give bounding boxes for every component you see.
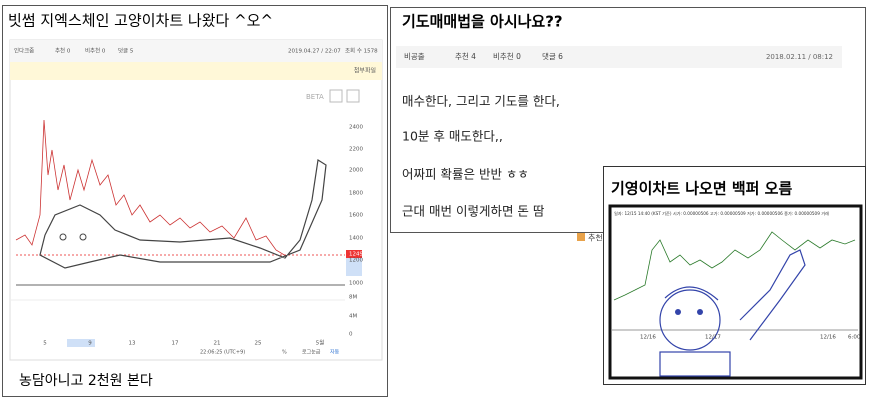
left-title: 빗썸 지엑스체인 고양이차트 나왔다 ^오^	[8, 12, 273, 30]
date-highlight	[67, 339, 95, 347]
price-zone	[346, 258, 362, 276]
kid-eye	[675, 309, 681, 315]
body-line: 10분 후 매도한다,,	[402, 129, 503, 144]
icon	[346, 89, 360, 103]
date-label: 12/17	[705, 335, 721, 341]
date-label: 6:00	[848, 335, 861, 341]
price-label: 1000	[349, 281, 363, 287]
price-label: 2000	[349, 168, 363, 174]
left-screenshot	[9, 39, 383, 361]
kid-eye	[697, 309, 703, 315]
footer-item: 자동	[330, 349, 340, 356]
left-meta-bar	[10, 40, 382, 62]
date-label: 12/16	[640, 335, 656, 341]
price-label: 8M	[349, 295, 357, 301]
price-label: 2200	[349, 147, 363, 153]
price-trace	[15, 119, 287, 257]
date-label: 25	[255, 341, 262, 347]
body-line: 어짜피 확률은 반반 ㅎㅎ	[402, 167, 529, 182]
date-label: 12/16	[820, 335, 836, 341]
price-label: 1249	[349, 252, 363, 258]
button-icon	[577, 233, 585, 241]
meta-item: 인다크줌	[14, 47, 34, 55]
meta-item: 비공출	[404, 51, 425, 61]
kid-shirt	[659, 351, 731, 377]
meta-item: 추천 4	[455, 51, 476, 61]
price-label: 0	[349, 332, 353, 338]
meta-item: 추천 0	[55, 47, 71, 55]
kid-arm	[739, 249, 806, 341]
price-label: 4M	[349, 314, 357, 320]
kid-doodle	[659, 289, 721, 351]
price-label: 1800	[349, 191, 363, 197]
meta-item: 댓글 6	[542, 51, 563, 61]
date-label: 5	[43, 341, 47, 347]
cat-eye	[79, 233, 87, 241]
date-label: 13	[129, 341, 136, 347]
meta-item: 2019.04.27 / 22:07	[288, 49, 341, 55]
body-line: 매수한다, 그리고 기도를 한다,	[402, 94, 560, 109]
price-label: 1400	[349, 236, 363, 242]
footer-item: 22:06:25 (UTC+9)	[200, 350, 245, 356]
kid-hair	[664, 286, 719, 301]
date-label: 17	[172, 341, 179, 347]
right-chart	[608, 204, 863, 380]
meta-item: 비추천 0	[85, 47, 106, 55]
cat-doodle	[39, 159, 327, 269]
right-title: 기영이차트 나오면 백퍼 오름	[611, 180, 792, 198]
middle-meta-bar	[396, 46, 842, 68]
middle-title: 기도매매법을 아시나요??	[402, 13, 563, 31]
date-label: 21	[214, 341, 221, 347]
price-badge	[346, 250, 362, 258]
date-label: 5월	[316, 339, 325, 347]
price-label: 2400	[349, 125, 363, 131]
footer-item: 로그눈금	[302, 350, 321, 356]
date-label: 9	[88, 341, 92, 347]
left-attach-bar	[10, 62, 382, 80]
body-line: 근대 매번 이렇게하면 돈 땀	[402, 204, 545, 219]
icon	[329, 89, 343, 103]
recommend-button[interactable]: 추천	[588, 233, 603, 243]
footer-item: %	[282, 350, 287, 356]
beta: BETA	[306, 93, 324, 101]
meta-item: 덧글 5	[118, 48, 134, 55]
middle-date: 2018.02.11 / 08:12	[766, 53, 833, 61]
price-label: 1600	[349, 213, 363, 219]
attach: 첨부파일	[354, 67, 376, 75]
chart-header: 일자: 12/15 14:40 (KST 기준) 시가: 0.00000506 …	[614, 210, 829, 217]
chart-trace	[613, 231, 856, 301]
cat-eye	[59, 233, 67, 241]
price-label: 1200	[349, 258, 363, 264]
left-caption: 농담아니고 2천원 본다	[19, 373, 153, 389]
meta-item: 조회 수 1578	[345, 47, 378, 55]
meta-item: 비추천 0	[493, 51, 521, 61]
